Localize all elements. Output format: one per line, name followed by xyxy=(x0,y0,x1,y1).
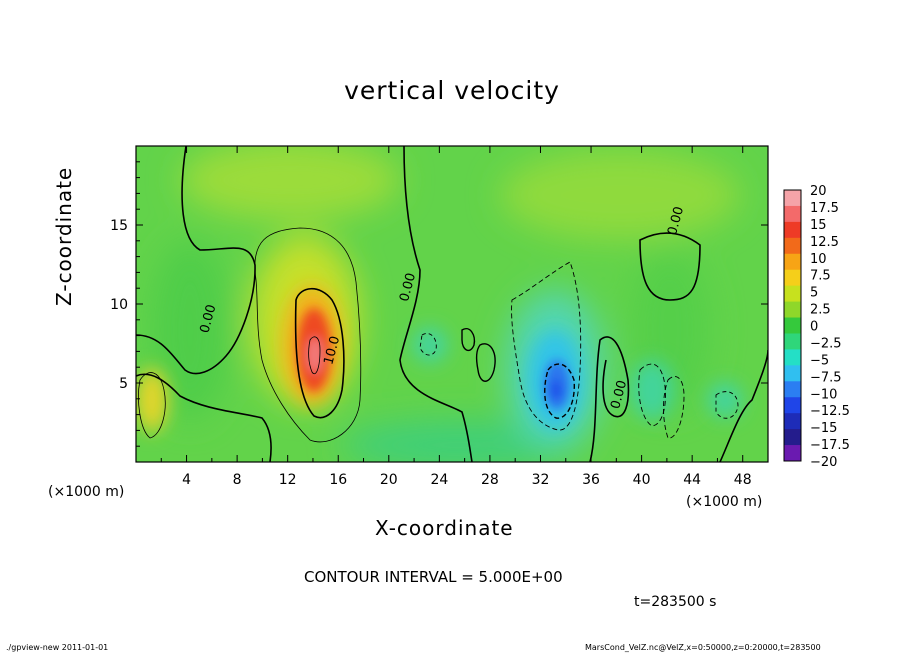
five-contour xyxy=(254,227,362,443)
colorbar-swatch-10 xyxy=(784,349,801,366)
downdraft-peak xyxy=(551,380,561,400)
colorbar: 20 17.5 15 12.5 10 7.5 5 2.5 0−2.5 −5 −7.5 −10 −12.5… xyxy=(783,184,850,470)
teal-patch-a xyxy=(412,327,448,363)
colorbar-swatch-2 xyxy=(784,221,801,239)
neg-five-contour-right xyxy=(638,363,666,427)
y-tick-label-5: 5 xyxy=(119,376,128,392)
colorbar-label-4: 10 xyxy=(810,252,827,267)
colorbar-label-8: 0 xyxy=(810,320,818,335)
y-tick-label-10: 10 xyxy=(110,297,128,313)
zero-contour-loop-a xyxy=(475,343,496,382)
x-tick-label-36: 36 xyxy=(582,472,600,488)
colorbar-swatch-11 xyxy=(784,365,801,382)
colorbar-swatch-6 xyxy=(784,285,801,303)
colorbar-swatch-13 xyxy=(784,397,801,414)
contour-label-4: 0.00 xyxy=(665,205,687,237)
zero-contour-left xyxy=(136,146,256,375)
colorbar-swatch-15 xyxy=(784,429,801,446)
neg-five-contour-far xyxy=(663,376,685,439)
contour-lines xyxy=(136,146,768,462)
chart-title: vertical velocity xyxy=(344,76,560,105)
x-tick-label-48: 48 xyxy=(734,472,752,488)
contour-labels: 0.00 0.00 10.0 0.00 0.00 xyxy=(197,205,687,411)
peak-field xyxy=(297,308,570,410)
footer-program: ./gpview-new 2011-01-01 xyxy=(6,643,109,652)
zero-contour-mid xyxy=(399,146,473,462)
colorbar-swatch-4 xyxy=(784,253,801,271)
colorbar-label-16: −20 xyxy=(810,455,837,470)
x-tick-label-20: 20 xyxy=(380,472,398,488)
colorbar-label-3: 12.5 xyxy=(810,235,839,250)
zero-contour-loop-b xyxy=(461,328,476,352)
contour-label-3: 0.00 xyxy=(608,379,630,411)
neg-five-contour xyxy=(511,261,582,431)
fifteen-contour xyxy=(308,336,321,375)
zero-contour-lower-right xyxy=(719,349,768,462)
x-axis-label: X-coordinate xyxy=(375,516,514,540)
contour-interval-label: CONTOUR INTERVAL = 5.000E+00 xyxy=(304,568,563,586)
upper-right-light xyxy=(500,150,740,240)
x-tick-label-16: 16 xyxy=(329,472,347,488)
left-green-band xyxy=(150,240,230,420)
y-axis-label: Z-coordinate xyxy=(52,166,76,306)
colorbar-label-13: −12.5 xyxy=(810,404,850,419)
colorbar-label-5: 7.5 xyxy=(810,269,831,284)
colorbar-label-0: 20 xyxy=(810,184,827,199)
colorbar-swatch-16 xyxy=(784,445,801,462)
zero-contour-left-lower xyxy=(136,373,272,462)
upper-light-region xyxy=(180,146,400,220)
colorbar-label-9: −2.5 xyxy=(810,336,842,351)
five-contour-left xyxy=(138,372,166,439)
colorbar-label-10: −5 xyxy=(810,353,829,368)
colorbar-label-2: 15 xyxy=(810,218,827,233)
colorbar-swatch-1 xyxy=(784,205,801,223)
y-tick-label-15: 15 xyxy=(110,218,128,234)
zero-contour-right xyxy=(589,336,630,462)
colorbar-label-15: −17.5 xyxy=(810,438,850,453)
neg-contour-small xyxy=(419,333,437,356)
contour-label-0: 0.00 xyxy=(197,303,219,335)
contour-label-2: 10.0 xyxy=(321,335,343,367)
colorbar-label-11: −7.5 xyxy=(810,370,842,385)
colorbar-swatch-5 xyxy=(784,269,801,287)
field-layer xyxy=(136,146,768,462)
left-updraft xyxy=(136,368,168,432)
ten-contour xyxy=(294,287,345,419)
colorbar-swatch-3 xyxy=(784,237,801,255)
x-tick-label-32: 32 xyxy=(532,472,550,488)
x-tick-label-4: 4 xyxy=(182,472,191,488)
neg-ten-contour xyxy=(544,363,575,419)
time-label: t=283500 s xyxy=(634,594,717,610)
colorbar-swatch-12 xyxy=(784,381,801,398)
colorbar-swatch-14 xyxy=(784,413,801,430)
x-tick-label-12: 12 xyxy=(279,472,297,488)
x-tick-label-24: 24 xyxy=(430,472,448,488)
contour-label-1: 0.00 xyxy=(397,271,419,303)
footer-dataset: MarsCond_VelZ.nc@VelZ,x=0:50000,z=0:2000… xyxy=(585,643,821,652)
lower-teal xyxy=(340,420,580,462)
x-tick-label-44: 44 xyxy=(683,472,701,488)
colorbar-label-12: −10 xyxy=(810,387,837,402)
z-unit-label: (×1000 m) xyxy=(48,484,125,500)
zero-contour-upper-right xyxy=(639,232,701,301)
colorbar-label-1: 17.5 xyxy=(810,201,839,216)
colorbar-swatch-9 xyxy=(784,333,801,350)
downdraft-right xyxy=(630,360,674,420)
colorbar-label-14: −15 xyxy=(810,421,837,436)
x-unit-label: (×1000 m) xyxy=(686,494,763,510)
neg-contour-lower-right xyxy=(715,391,739,419)
x-tick-label-8: 8 xyxy=(233,472,242,488)
colorbar-swatch-0 xyxy=(784,190,801,207)
colorbar-label-6: 5 xyxy=(810,286,818,301)
teal-patch-b xyxy=(707,382,743,418)
colorbar-frame xyxy=(783,189,802,462)
x-tick-label-28: 28 xyxy=(481,472,499,488)
colorbar-label-7: 2.5 xyxy=(810,303,831,318)
colorbar-swatch-7 xyxy=(784,301,801,319)
colorbar-swatch-8 xyxy=(784,317,801,334)
x-tick-label-40: 40 xyxy=(633,472,651,488)
